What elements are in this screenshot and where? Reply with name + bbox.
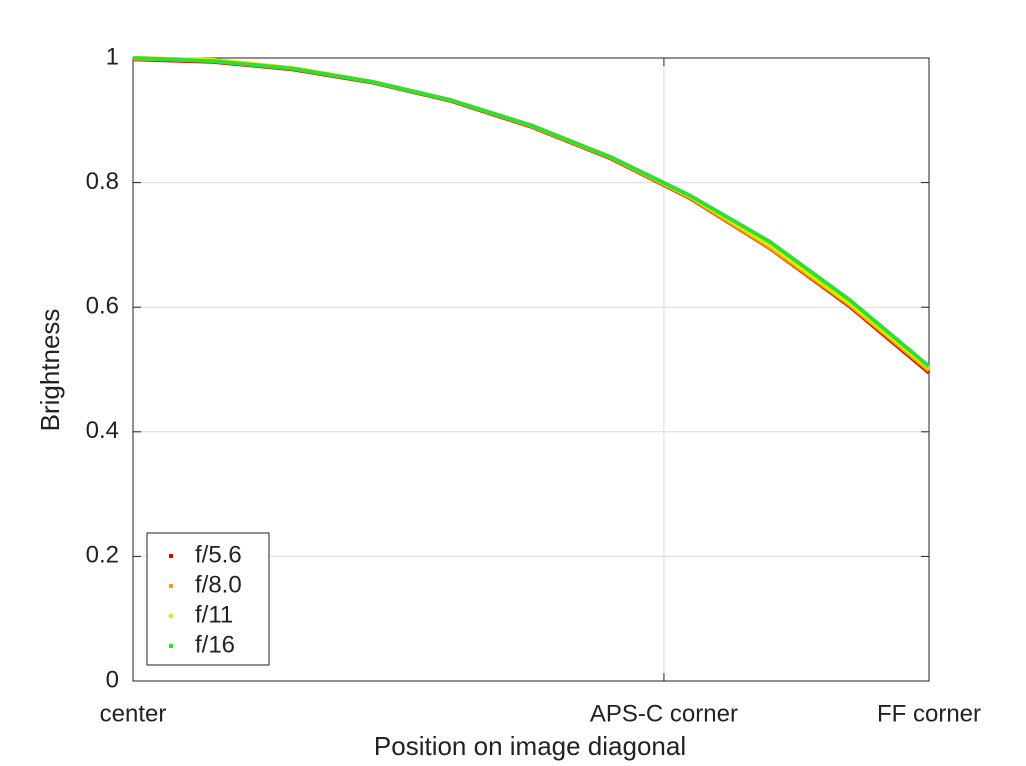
- legend-label: f/11: [195, 601, 233, 628]
- legend: f/5.6 f/8.0 f/11 f/16: [146, 532, 270, 666]
- y-tick-label: 0.6: [86, 293, 119, 320]
- y-axis-label: Brightness: [35, 309, 65, 432]
- legend-label: f/16: [195, 631, 235, 658]
- y-tick-label: 0: [106, 666, 119, 693]
- y-tick-label: 0.8: [86, 168, 119, 195]
- legend-box: [146, 532, 270, 666]
- x-tick-label: APS-C corner: [590, 700, 738, 727]
- x-tick-label: FF corner: [877, 700, 981, 727]
- legend-marker: [169, 584, 173, 588]
- y-tick-label: 1: [106, 43, 119, 70]
- legend-marker: [169, 554, 173, 558]
- y-tick-label: 0.4: [86, 417, 119, 444]
- y-tick-label: 0.2: [86, 542, 119, 569]
- legend-marker: [169, 644, 173, 648]
- data-line: [132, 56, 931, 368]
- legend-marker: [169, 614, 173, 618]
- legend-label: f/5.6: [195, 541, 242, 568]
- x-tick-label: center: [100, 700, 167, 727]
- x-axis-label: Position on image diagonal: [374, 731, 686, 761]
- legend-label: f/8.0: [195, 571, 242, 598]
